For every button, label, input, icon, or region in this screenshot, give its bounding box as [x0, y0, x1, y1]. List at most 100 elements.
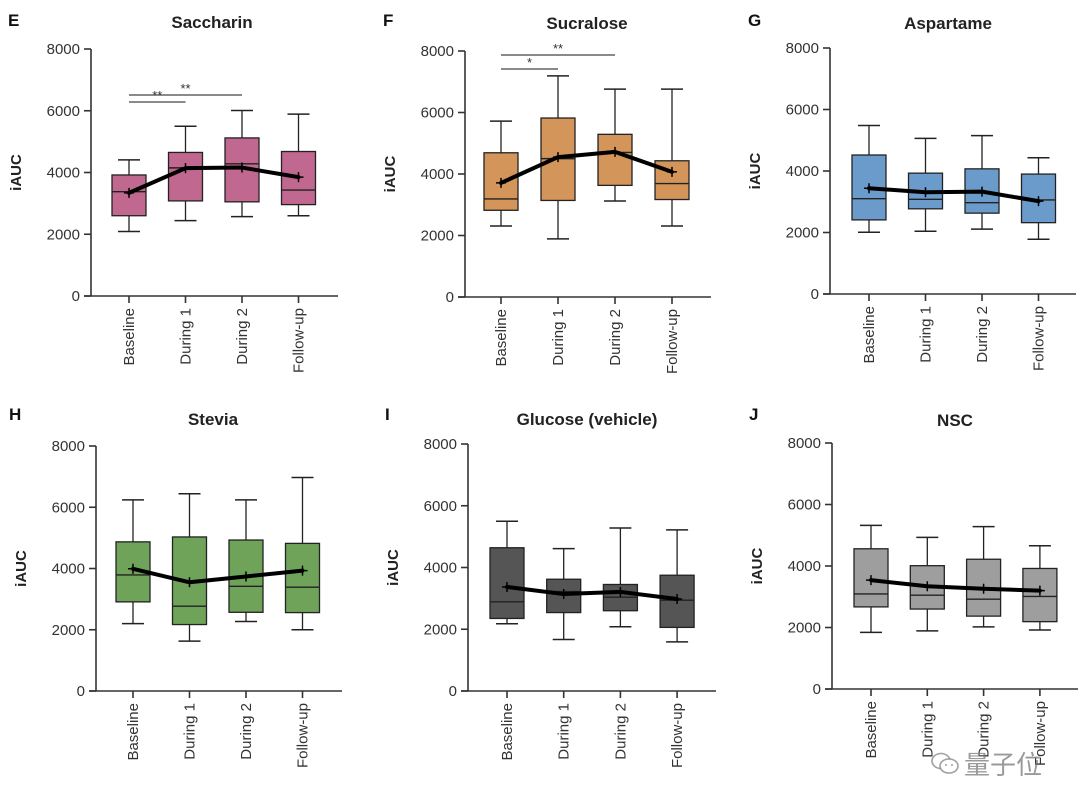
y-tick-label: 6000	[424, 498, 457, 515]
x-tick-label: During 1	[556, 703, 573, 760]
x-tick-label: During 1	[178, 308, 195, 365]
significance-label: **	[553, 41, 563, 56]
x-tick-label: Baseline	[499, 703, 516, 761]
x-tick-label: Follow-up	[291, 308, 308, 373]
y-axis-label: iAUC	[385, 549, 402, 586]
chart-title: Aspartame	[904, 14, 992, 33]
significance-label: **	[180, 81, 190, 96]
panel-letter: I	[385, 405, 390, 424]
x-tick-label: During 2	[976, 701, 993, 758]
box-baseline	[115, 499, 151, 625]
y-tick-label: 4000	[786, 163, 819, 180]
x-tick-label: During 2	[238, 703, 255, 760]
x-tick-label: During 1	[918, 306, 935, 363]
mean-marker	[922, 581, 933, 592]
mean-marker	[672, 593, 683, 604]
y-tick-label: 4000	[788, 558, 821, 575]
mean-marker	[237, 162, 247, 173]
y-tick-label: 0	[813, 681, 821, 698]
mean-line	[131, 566, 305, 585]
mean-marker	[553, 152, 563, 163]
y-tick-label: 4000	[424, 560, 457, 577]
y-tick-label: 2000	[47, 226, 80, 243]
mean-marker	[558, 589, 569, 600]
y-axis-label: iAUC	[8, 154, 25, 191]
y-tick-label: 8000	[47, 41, 80, 58]
y-tick-label: 0	[446, 289, 454, 306]
mean-marker	[610, 146, 620, 157]
mean-marker	[496, 177, 506, 188]
mean-marker	[180, 163, 191, 174]
mean-marker	[502, 581, 512, 592]
x-tick-label: Follow-up	[669, 703, 686, 768]
mean-marker	[1034, 585, 1045, 596]
x-tick-label: During 1	[182, 703, 199, 760]
x-tick-label: Follow-up	[1031, 306, 1048, 371]
box-during-2	[228, 499, 264, 623]
chart-title: Sucralose	[546, 14, 627, 33]
y-tick-label: 2000	[52, 622, 85, 639]
x-tick-label: Baseline	[863, 701, 880, 759]
y-tick-label: 2000	[788, 620, 821, 637]
box-iqr	[597, 133, 633, 187]
x-tick-label: Baseline	[125, 703, 142, 761]
y-tick-label: 4000	[52, 561, 85, 578]
box-iqr	[284, 542, 321, 614]
mean-line	[867, 186, 1041, 204]
x-tick-label: During 1	[550, 309, 567, 366]
chart-title: Glucose (vehicle)	[517, 410, 658, 429]
x-tick-label: During 2	[612, 703, 629, 760]
chart-panel-i: I Glucose (vehicle) iAUC 0 2000 4000 6000 8000 B…	[385, 405, 716, 768]
y-tick-label: 6000	[788, 497, 821, 514]
chart-panel-g: G Aspartame iAUC 0 2000 4000 6000 8000 Baseline D…	[747, 11, 1076, 371]
y-tick-label: 6000	[52, 499, 85, 516]
x-tick-label: During 1	[919, 701, 936, 758]
panel-letter: G	[748, 11, 761, 30]
y-axis-label: iAUC	[382, 156, 399, 193]
mean-marker	[615, 586, 626, 597]
y-tick-label: 4000	[421, 166, 454, 183]
panel-letter: H	[9, 405, 21, 424]
mean-line	[499, 149, 674, 185]
x-tick-label: Baseline	[121, 308, 138, 366]
box-during-1	[171, 493, 208, 642]
mean-marker	[667, 166, 677, 177]
box-follow-up	[284, 476, 321, 631]
chart-panel-e: E Saccharin iAUC 0 2000 4000 6000 8000 Baseline D…	[8, 11, 338, 373]
y-axis-label: iAUC	[747, 153, 764, 190]
chart-panel-j: J NSC iAUC 0 2000 4000 6000 8000 Baseline During …	[749, 405, 1078, 766]
y-tick-label: 8000	[52, 438, 85, 455]
mean-marker	[241, 571, 251, 582]
y-axis-label: iAUC	[13, 550, 30, 587]
mean-line	[505, 584, 680, 601]
mean-marker	[1033, 196, 1044, 207]
chart-panel-h: H Stevia iAUC 0 2000 4000 6000 8000 Baseline Duri…	[9, 405, 342, 768]
y-tick-label: 6000	[421, 105, 454, 122]
x-tick-label: During 2	[974, 306, 991, 363]
significance-label: *	[527, 55, 532, 70]
box-during-1	[167, 125, 204, 222]
y-tick-label: 2000	[421, 228, 454, 245]
mean-line	[869, 578, 1042, 593]
chart-title: Saccharin	[171, 13, 252, 32]
panel-letter: F	[383, 11, 393, 30]
mean-marker	[124, 187, 134, 198]
y-tick-label: 2000	[786, 225, 819, 242]
box-during-2	[965, 525, 1002, 628]
chart-panel-f: F Sucralose iAUC 0 2000 4000 6000 8000 Baseline D…	[382, 11, 711, 374]
mean-marker	[978, 583, 989, 594]
y-tick-label: 2000	[424, 621, 457, 638]
mean-line	[127, 165, 301, 195]
y-tick-label: 8000	[421, 43, 454, 60]
y-tick-label: 8000	[788, 435, 821, 452]
y-tick-label: 6000	[47, 103, 80, 120]
box-baseline	[489, 520, 525, 625]
chart-title: Stevia	[188, 410, 239, 429]
x-tick-label: Follow-up	[295, 703, 312, 768]
y-tick-label: 0	[77, 683, 85, 700]
y-tick-label: 0	[449, 683, 457, 700]
mean-marker	[864, 183, 874, 194]
mean-marker	[977, 186, 987, 197]
x-tick-label: Baseline	[493, 309, 510, 367]
